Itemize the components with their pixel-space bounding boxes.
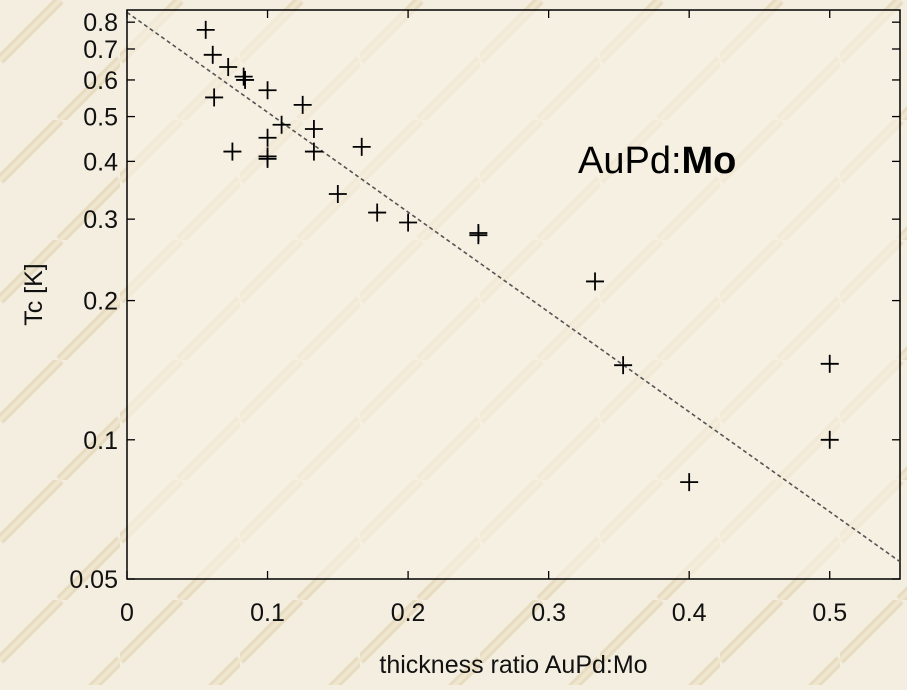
x-axis-title: thickness ratio AuPd:Mo	[379, 651, 647, 679]
ticks-layer: 0 0.1 0.2 0.3 0.4 0.5 0.05 0.1 0.2 0.3 0.4 0.5 0.6 0.…	[69, 9, 900, 627]
data-point	[820, 354, 839, 373]
data-point	[304, 119, 323, 138]
data-points-layer	[196, 20, 839, 492]
annotation-bold: Mo	[682, 140, 737, 182]
data-point	[203, 45, 222, 64]
data-point	[196, 20, 215, 39]
x-tick-label: 0.5	[812, 599, 847, 627]
x-tick-label: 0	[120, 599, 134, 627]
y-tick-label: 0.6	[83, 67, 118, 95]
data-point	[469, 226, 488, 245]
y-tick-label: 0.4	[83, 148, 118, 176]
data-point	[272, 115, 291, 134]
data-point	[304, 142, 323, 161]
data-point	[399, 213, 418, 232]
y-tick-label: 0.8	[83, 9, 118, 37]
y-tick-label: 0.3	[83, 206, 118, 234]
data-point	[234, 67, 253, 86]
data-point	[820, 430, 839, 449]
x-tick-label: 0.4	[672, 599, 707, 627]
data-point	[293, 95, 312, 114]
y-tick-label: 0.1	[83, 427, 118, 455]
data-point	[258, 149, 277, 168]
data-point	[614, 356, 633, 375]
data-point	[236, 70, 255, 89]
x-tick-label: 0.2	[391, 599, 426, 627]
data-point	[586, 272, 605, 291]
data-point	[258, 81, 277, 100]
annotation-prefix: AuPd:	[578, 140, 682, 182]
y-tick-label: 0.2	[83, 288, 118, 316]
data-point	[352, 137, 371, 156]
data-point	[680, 473, 699, 492]
y-tick-label: 0.05	[69, 566, 118, 594]
y-tick-label: 0.5	[83, 104, 118, 132]
x-tick-label: 0.1	[250, 599, 285, 627]
data-point	[328, 185, 347, 204]
plot-area	[126, 9, 901, 580]
data-point	[223, 142, 242, 161]
y-tick-label: 0.7	[83, 36, 118, 64]
chart-annotation: AuPd:Mo	[578, 140, 736, 182]
data-point	[258, 128, 277, 147]
x-tick-label: 0.3	[531, 599, 566, 627]
y-axis-title: Tc [K]	[20, 263, 48, 326]
data-point	[368, 203, 387, 222]
data-point	[205, 88, 224, 107]
data-point	[219, 57, 238, 76]
